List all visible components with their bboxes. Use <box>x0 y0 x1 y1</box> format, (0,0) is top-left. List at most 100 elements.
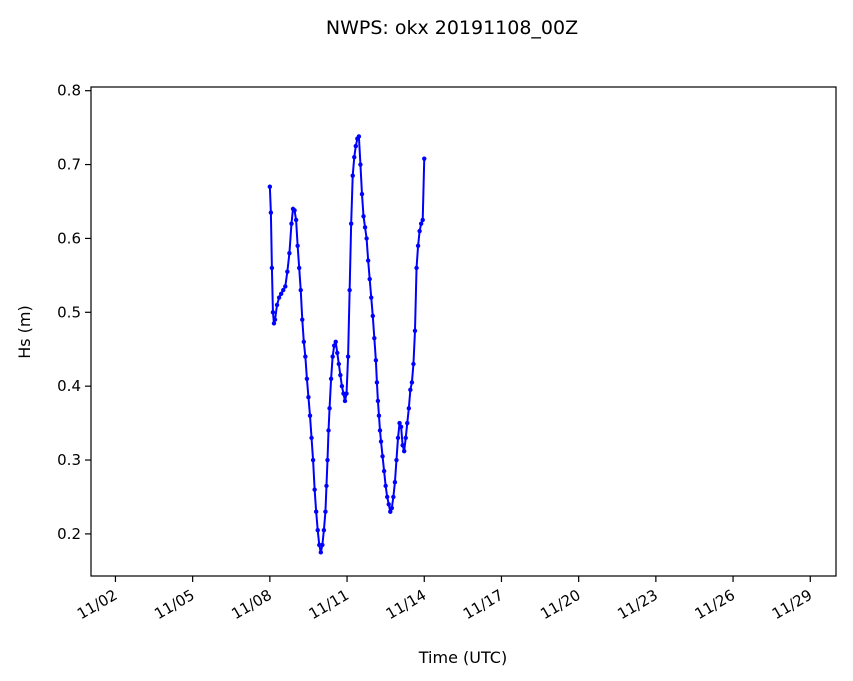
data-point <box>336 361 342 367</box>
data-point <box>356 134 362 139</box>
data-point <box>317 542 322 548</box>
data-point <box>395 435 401 441</box>
data-point <box>276 295 282 300</box>
data-point <box>293 217 299 223</box>
data-point <box>359 191 365 197</box>
data-point <box>394 457 399 463</box>
y-axis-label: Hs (m) <box>15 305 34 359</box>
data-point <box>361 214 366 219</box>
data-point <box>309 435 314 441</box>
data-point <box>335 350 340 356</box>
data-point <box>353 143 358 149</box>
data-point <box>283 284 288 289</box>
data-point <box>270 310 276 315</box>
x-tick-label: 11/14 <box>383 586 429 623</box>
data-point <box>321 528 327 533</box>
data-point <box>324 483 329 489</box>
data-point <box>405 420 410 426</box>
data-point <box>397 420 402 426</box>
x-tick-label: 11/08 <box>228 586 274 623</box>
data-point <box>373 358 379 363</box>
data-point <box>342 398 348 404</box>
data-point <box>380 454 385 459</box>
data-point <box>281 287 286 293</box>
data-point <box>415 243 421 249</box>
y-tick-label: 0.4 <box>57 377 81 395</box>
data-point <box>345 354 351 359</box>
data-point <box>267 184 273 189</box>
data-point <box>274 302 280 308</box>
data-point <box>369 295 374 300</box>
data-point <box>401 448 407 454</box>
data-point <box>386 502 391 507</box>
data-point <box>339 383 345 389</box>
data-point <box>412 328 418 333</box>
data-point <box>411 361 416 367</box>
data-point <box>370 313 375 319</box>
data-point <box>372 335 377 341</box>
data-point <box>344 391 349 396</box>
data-point <box>378 439 384 444</box>
data-point <box>400 443 405 448</box>
data-point <box>326 428 331 433</box>
data-point <box>323 509 328 514</box>
plot-area <box>267 134 427 555</box>
data-point <box>333 339 338 345</box>
data-point <box>377 428 383 433</box>
data-point <box>330 354 335 359</box>
y-tick-label: 0.5 <box>57 303 81 321</box>
data-point <box>392 479 398 485</box>
data-point <box>418 221 424 226</box>
x-axis-label: Time (UTC) <box>418 648 507 667</box>
data-point <box>313 509 319 514</box>
y-axis: 0.2 0.3 0.4 0.5 0.6 0.7 0.8 <box>57 82 91 543</box>
data-point <box>364 236 369 241</box>
y-tick-label: 0.2 <box>57 525 81 543</box>
series-line <box>268 135 426 554</box>
x-tick-label: 11/11 <box>306 586 352 623</box>
data-point <box>417 228 422 234</box>
data-point <box>389 505 395 511</box>
data-point <box>296 265 302 271</box>
data-point <box>347 287 352 293</box>
data-point <box>287 251 292 256</box>
x-tick-label: 11/05 <box>151 586 197 623</box>
data-point <box>310 457 316 463</box>
data-point <box>409 380 415 385</box>
data-point <box>315 528 320 533</box>
data-point <box>338 372 343 378</box>
data-point <box>422 156 427 161</box>
data-point <box>268 210 274 215</box>
plot-frame <box>90 86 837 577</box>
data-point <box>271 321 277 326</box>
data-point <box>331 343 337 348</box>
data-point <box>300 317 305 322</box>
data-point <box>398 424 404 429</box>
data-point <box>406 406 412 411</box>
data-point <box>325 457 330 463</box>
data-point <box>420 217 425 223</box>
data-point <box>367 276 372 282</box>
data-point <box>374 380 380 385</box>
y-tick-label: 0.3 <box>57 451 81 469</box>
data-point <box>358 162 363 167</box>
data-point <box>307 413 313 418</box>
x-tick-label: 11/29 <box>769 586 815 623</box>
x-tick-label: 11/26 <box>692 586 738 623</box>
y-tick-label: 0.7 <box>57 156 81 174</box>
data-point <box>352 154 357 160</box>
x-axis: 11/02 11/05 11/08 11/11 11/14 11/17 11/20 11/23… <box>74 576 815 623</box>
data-point <box>348 221 354 226</box>
data-point <box>408 387 413 393</box>
data-point <box>381 468 387 474</box>
data-point <box>362 225 368 230</box>
data-point <box>383 483 388 489</box>
data-point <box>391 494 396 500</box>
data-point <box>289 221 294 226</box>
y-tick-label: 0.6 <box>57 229 81 247</box>
data-point <box>306 395 311 400</box>
data-point <box>304 376 310 381</box>
data-point <box>318 550 323 555</box>
y-tick-label: 0.8 <box>57 82 81 100</box>
